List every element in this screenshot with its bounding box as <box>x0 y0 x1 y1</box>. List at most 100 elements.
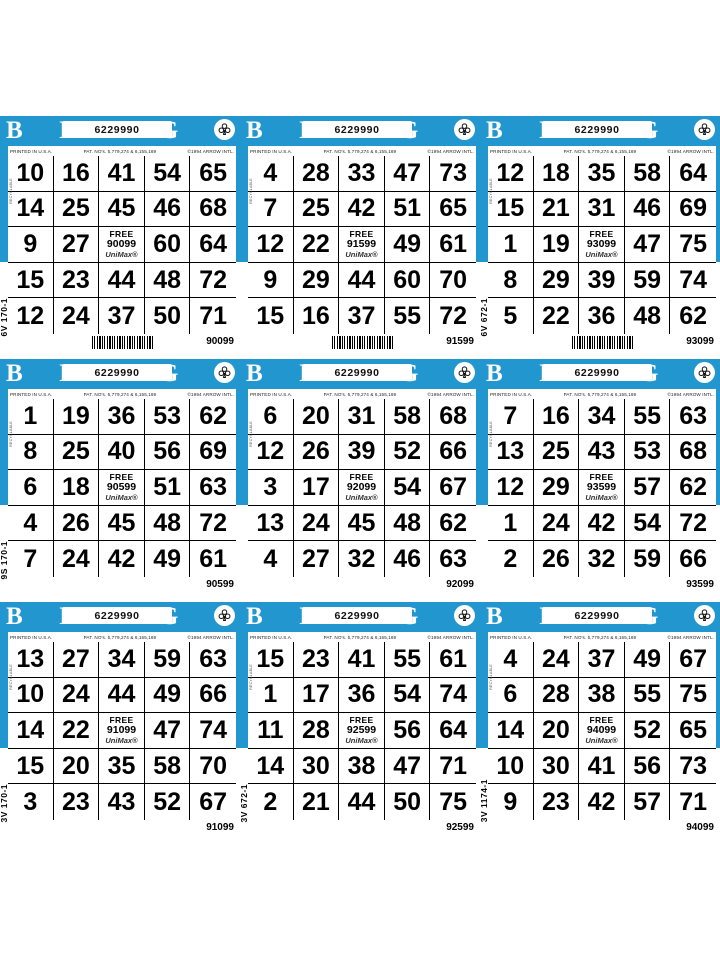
bingo-number-cell[interactable]: 38 <box>339 748 385 785</box>
bingo-number-cell[interactable]: 11 <box>248 713 294 749</box>
bingo-number-cell[interactable]: 1 <box>8 399 54 435</box>
bingo-number-cell[interactable]: 49 <box>384 227 431 263</box>
bingo-number-cell[interactable]: 75 <box>670 677 716 714</box>
bingo-number-cell[interactable]: 70 <box>430 262 476 299</box>
bingo-number-cell[interactable]: 19 <box>53 399 100 435</box>
bingo-number-cell[interactable]: 64 <box>430 713 476 749</box>
bingo-number-cell[interactable]: 25 <box>53 434 100 471</box>
bingo-number-cell[interactable]: 18 <box>533 156 580 192</box>
bingo-number-cell[interactable]: 16 <box>533 399 580 435</box>
bingo-number-cell[interactable]: 44 <box>339 262 385 299</box>
bingo-number-cell[interactable]: 49 <box>624 642 671 678</box>
bingo-number-cell[interactable]: 15 <box>248 298 294 334</box>
bingo-number-cell[interactable]: 71 <box>670 784 716 820</box>
bingo-number-cell[interactable]: 35 <box>579 156 625 192</box>
bingo-number-cell[interactable]: 55 <box>624 677 671 714</box>
bingo-number-cell[interactable]: 46 <box>624 191 671 228</box>
bingo-number-cell[interactable]: 28 <box>533 677 580 714</box>
bingo-number-cell[interactable]: 25 <box>53 191 100 228</box>
bingo-number-cell[interactable]: 52 <box>624 713 671 749</box>
bingo-number-cell[interactable]: 12 <box>8 298 54 334</box>
bingo-number-cell[interactable]: 27 <box>293 541 340 577</box>
bingo-number-cell[interactable]: 66 <box>190 677 236 714</box>
bingo-number-cell[interactable]: 62 <box>670 470 716 506</box>
bingo-number-cell[interactable]: 49 <box>144 541 191 577</box>
bingo-number-cell[interactable]: 64 <box>190 227 236 263</box>
bingo-number-cell[interactable]: 31 <box>579 191 625 228</box>
bingo-number-cell[interactable]: 48 <box>144 262 191 299</box>
bingo-number-cell[interactable]: 12 <box>248 434 294 471</box>
bingo-number-cell[interactable]: 21 <box>533 191 580 228</box>
bingo-number-cell[interactable]: 53 <box>144 399 191 435</box>
bingo-number-cell[interactable]: 54 <box>144 156 191 192</box>
bingo-number-cell[interactable]: 4 <box>248 156 294 192</box>
bingo-number-cell[interactable]: 22 <box>293 227 340 263</box>
free-space-cell[interactable]: FREE 92099 UniMax® <box>339 470 385 506</box>
bingo-number-cell[interactable]: 20 <box>533 713 580 749</box>
bingo-number-cell[interactable]: 56 <box>624 748 671 785</box>
bingo-number-cell[interactable]: 26 <box>53 505 100 542</box>
bingo-number-cell[interactable]: 58 <box>144 748 191 785</box>
bingo-number-cell[interactable]: 1 <box>248 677 294 714</box>
bingo-number-cell[interactable]: 35 <box>99 748 145 785</box>
bingo-number-cell[interactable]: 67 <box>190 784 236 820</box>
bingo-number-cell[interactable]: 8 <box>8 434 54 471</box>
bingo-number-cell[interactable]: 20 <box>53 748 100 785</box>
bingo-number-cell[interactable]: 31 <box>339 399 385 435</box>
bingo-number-cell[interactable]: 29 <box>533 470 580 506</box>
bingo-number-cell[interactable]: 5 <box>488 298 534 334</box>
bingo-number-cell[interactable]: 30 <box>293 748 340 785</box>
bingo-number-cell[interactable]: 53 <box>624 434 671 471</box>
bingo-number-cell[interactable]: 24 <box>53 541 100 577</box>
bingo-number-cell[interactable]: 34 <box>579 399 625 435</box>
bingo-number-cell[interactable]: 68 <box>670 434 716 471</box>
free-space-cell[interactable]: FREE 94099 UniMax® <box>579 713 625 749</box>
bingo-number-cell[interactable]: 14 <box>8 713 54 749</box>
bingo-number-cell[interactable]: 28 <box>293 713 340 749</box>
bingo-number-cell[interactable]: 63 <box>190 642 236 678</box>
bingo-number-cell[interactable]: 9 <box>8 227 54 263</box>
bingo-number-cell[interactable]: 50 <box>384 784 431 820</box>
bingo-number-cell[interactable]: 2 <box>488 541 534 577</box>
bingo-number-cell[interactable]: 47 <box>144 713 191 749</box>
bingo-number-cell[interactable]: 62 <box>430 505 476 542</box>
bingo-number-cell[interactable]: 14 <box>488 713 534 749</box>
bingo-number-cell[interactable]: 3 <box>8 784 54 820</box>
bingo-number-cell[interactable]: 6 <box>8 470 54 506</box>
bingo-number-cell[interactable]: 54 <box>384 470 431 506</box>
bingo-number-cell[interactable]: 45 <box>99 505 145 542</box>
bingo-number-cell[interactable]: 55 <box>624 399 671 435</box>
bingo-number-cell[interactable]: 46 <box>384 541 431 577</box>
bingo-number-cell[interactable]: 41 <box>579 748 625 785</box>
bingo-number-cell[interactable]: 63 <box>430 541 476 577</box>
bingo-number-cell[interactable]: 42 <box>339 191 385 228</box>
bingo-number-cell[interactable]: 74 <box>430 677 476 714</box>
bingo-number-cell[interactable]: 54 <box>624 505 671 542</box>
bingo-number-cell[interactable]: 42 <box>99 541 145 577</box>
bingo-number-cell[interactable]: 48 <box>624 298 671 334</box>
bingo-number-cell[interactable]: 49 <box>144 677 191 714</box>
bingo-number-cell[interactable]: 60 <box>384 262 431 299</box>
free-space-cell[interactable]: FREE 91599 UniMax® <box>339 227 385 263</box>
bingo-number-cell[interactable]: 12 <box>488 470 534 506</box>
bingo-number-cell[interactable]: 56 <box>384 713 431 749</box>
bingo-number-cell[interactable]: 39 <box>579 262 625 299</box>
bingo-number-cell[interactable]: 69 <box>670 191 716 228</box>
bingo-number-cell[interactable]: 24 <box>53 677 100 714</box>
bingo-number-cell[interactable]: 10 <box>8 156 54 192</box>
bingo-number-cell[interactable]: 25 <box>293 191 340 228</box>
bingo-number-cell[interactable]: 24 <box>293 505 340 542</box>
bingo-number-cell[interactable]: 30 <box>533 748 580 785</box>
bingo-number-cell[interactable]: 63 <box>190 470 236 506</box>
bingo-number-cell[interactable]: 75 <box>670 227 716 263</box>
bingo-number-cell[interactable]: 16 <box>53 156 100 192</box>
bingo-number-cell[interactable]: 62 <box>670 298 716 334</box>
free-space-cell[interactable]: FREE 90599 UniMax® <box>99 470 145 506</box>
bingo-number-cell[interactable]: 72 <box>190 262 236 299</box>
bingo-number-cell[interactable]: 7 <box>488 399 534 435</box>
bingo-number-cell[interactable]: 23 <box>533 784 580 820</box>
bingo-number-cell[interactable]: 58 <box>384 399 431 435</box>
bingo-number-cell[interactable]: 7 <box>248 191 294 228</box>
bingo-number-cell[interactable]: 41 <box>339 642 385 678</box>
bingo-number-cell[interactable]: 40 <box>99 434 145 471</box>
